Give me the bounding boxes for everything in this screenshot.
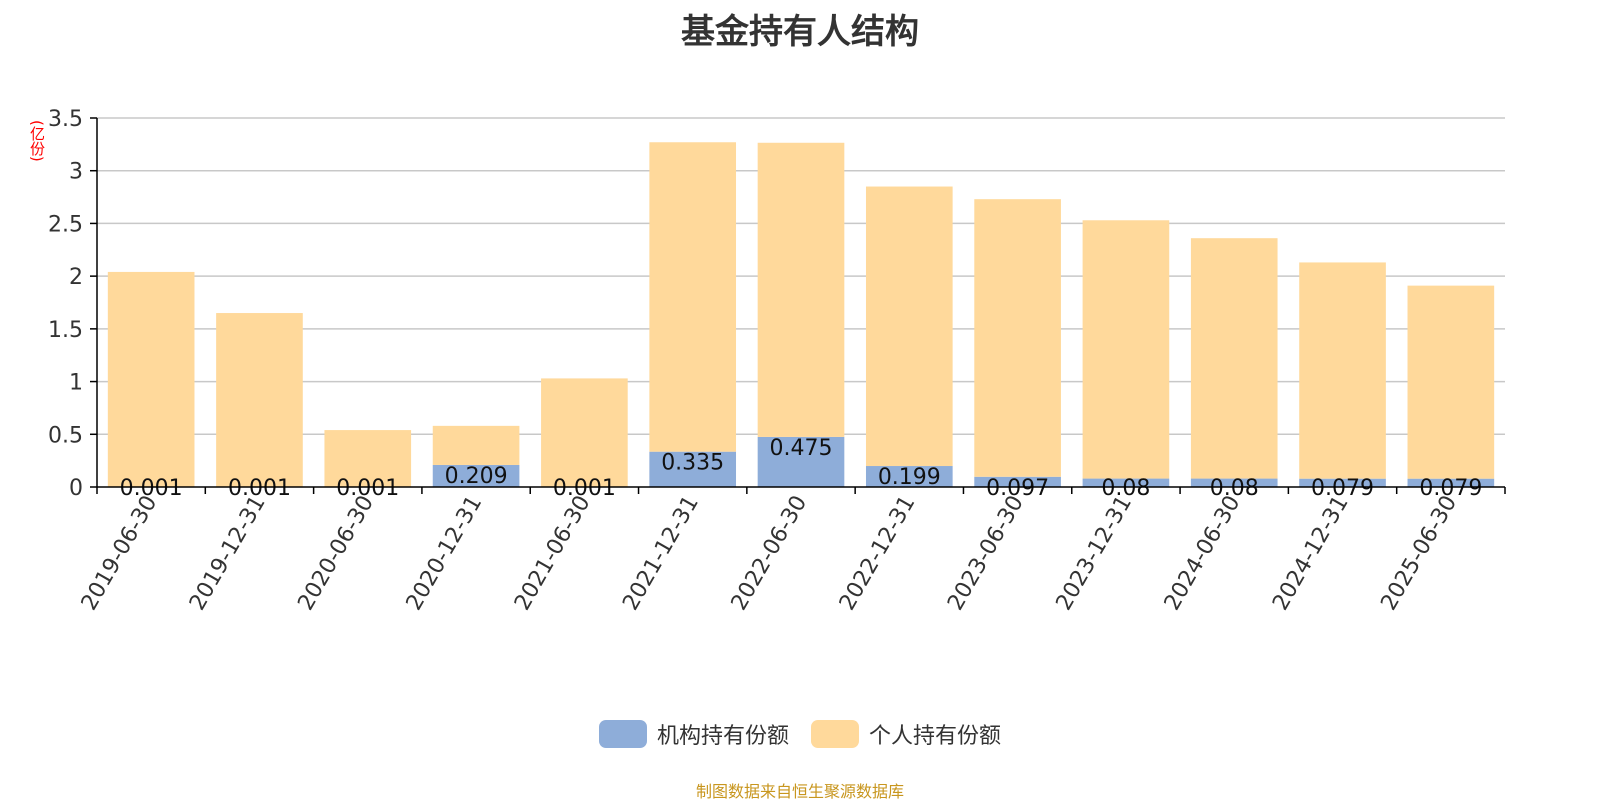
y-tick-label: 3: [69, 160, 83, 185]
x-tick-label: 2022-12-31: [835, 491, 921, 614]
bar-individual: [866, 187, 953, 466]
x-tick-label: 2023-06-30: [943, 492, 1029, 615]
legend-swatch-institutional: [599, 720, 647, 748]
data-label-institutional: 0.001: [336, 476, 399, 501]
data-label-institutional: 0.475: [770, 436, 833, 461]
x-tick-label: 2024-12-31: [1268, 492, 1354, 615]
data-label-institutional: 0.079: [1419, 476, 1482, 501]
y-tick-label: 1.5: [48, 318, 83, 343]
legend: 机构持有份额 个人持有份额: [0, 718, 1600, 750]
x-tick-label: 2021-06-30: [510, 492, 596, 615]
bar-individual: [1191, 238, 1278, 478]
bar-individual: [1299, 262, 1386, 478]
bar-individual: [758, 143, 845, 437]
x-tick-label: 2019-12-31: [185, 492, 271, 615]
bar-individual: [108, 272, 195, 487]
x-tick-label: 2020-06-30: [293, 492, 379, 615]
x-tick-label: 2020-12-31: [402, 491, 488, 614]
data-label-institutional: 0.08: [1210, 476, 1259, 501]
data-label-institutional: 0.001: [228, 476, 291, 501]
bar-individual: [433, 426, 520, 465]
source-note: 制图数据来自恒生聚源数据库: [0, 778, 1600, 802]
y-tick-label: 3.5: [48, 107, 83, 132]
legend-label-institutional: 机构持有份额: [657, 718, 789, 750]
bar-individual: [649, 142, 736, 451]
legend-item-institutional[interactable]: 机构持有份额: [599, 718, 789, 750]
bar-individual: [216, 313, 303, 487]
bar-individual: [541, 378, 628, 486]
data-label-institutional: 0.335: [661, 451, 724, 476]
y-tick-label: 1: [69, 371, 83, 396]
data-label-institutional: 0.001: [120, 476, 183, 501]
y-tick-label: 2: [69, 265, 83, 290]
data-label-institutional: 0.08: [1101, 476, 1150, 501]
x-tick-label: 2022-06-30: [727, 492, 813, 615]
bar-individual: [1083, 220, 1170, 478]
bar-individual: [974, 199, 1061, 477]
x-tick-label: 2019-06-30: [77, 492, 163, 615]
y-tick-label: 0: [69, 476, 83, 501]
x-tick-label: 2025-06-30: [1376, 492, 1462, 615]
data-label-institutional: 0.209: [445, 464, 508, 489]
x-tick-label: 2023-12-31: [1052, 492, 1138, 615]
y-tick-label: 2.5: [48, 212, 83, 237]
data-label-institutional: 0.079: [1311, 476, 1374, 501]
legend-swatch-individual: [811, 720, 859, 748]
legend-item-individual[interactable]: 个人持有份额: [811, 718, 1001, 750]
x-tick-label: 2021-12-31: [618, 492, 704, 615]
data-label-institutional: 0.001: [553, 476, 616, 501]
y-tick-label: 0.5: [48, 423, 83, 448]
data-label-institutional: 0.097: [986, 476, 1049, 501]
x-tick-label: 2024-06-30: [1160, 492, 1246, 615]
legend-label-individual: 个人持有份额: [869, 718, 1001, 750]
bar-individual: [1408, 286, 1495, 479]
